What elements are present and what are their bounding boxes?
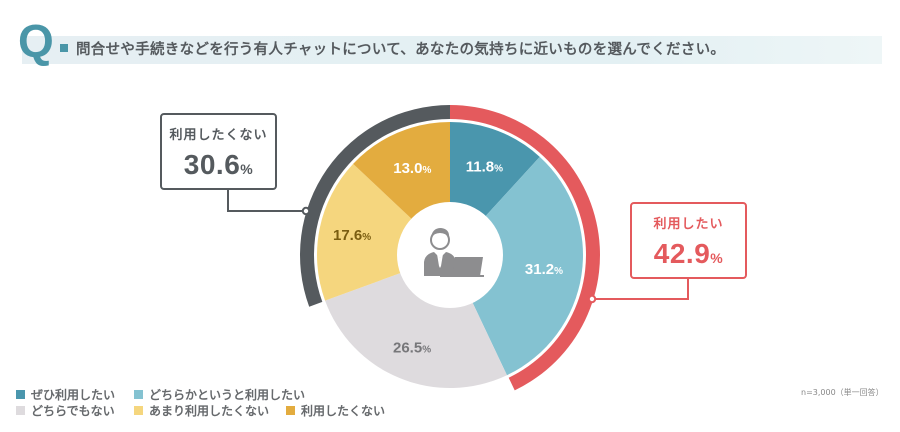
outer-arcs bbox=[300, 105, 600, 391]
connector-negative-dot bbox=[301, 206, 311, 216]
legend-label: ぜひ利用したい bbox=[31, 387, 116, 402]
legend-item-neutral: どちらでもない bbox=[16, 402, 115, 418]
legend-item-dont-want: 利用したくない bbox=[286, 402, 385, 418]
slice-somewhat-want bbox=[450, 156, 583, 376]
legend-label: どちらでもない bbox=[31, 403, 115, 418]
legend-swatch bbox=[16, 389, 25, 399]
legend-item-rather-not: あまり利用したくない bbox=[134, 402, 269, 418]
slice-somewhat-want-label: 31.2% bbox=[525, 261, 563, 278]
callout-negative-value: 30.6 bbox=[183, 149, 241, 180]
legend-label: あまり利用したくない bbox=[149, 403, 270, 418]
person-at-laptop-icon bbox=[424, 228, 484, 277]
connector-positive bbox=[592, 279, 689, 300]
callout-positive-unit: % bbox=[710, 250, 724, 266]
legend-swatch bbox=[134, 405, 143, 415]
callout-positive-value: 42.9 bbox=[653, 238, 711, 269]
question-title: 問合せや手続きなどを行う有人チャットについて、あなたの気持ちに近いものを選んでく… bbox=[76, 42, 726, 58]
legend-item-somewhat-want: どちらかというと利用したい bbox=[134, 386, 305, 402]
callout-negative-label: 利用したくない bbox=[169, 128, 268, 143]
legend-swatch bbox=[16, 405, 25, 415]
slice-labels: 11.8% 31.2% 26.5% 17.6% 13.0% bbox=[333, 158, 563, 356]
callout-positive: 利用したい 42.9% bbox=[630, 202, 747, 279]
legend-item-strongly-want: ぜひ利用したい bbox=[16, 386, 115, 402]
callout-negative-unit: % bbox=[240, 161, 254, 177]
legend-swatch bbox=[134, 389, 143, 399]
slice-dont-want-label: 13.0% bbox=[393, 160, 431, 177]
slice-rather-not-label: 17.6% bbox=[333, 227, 371, 244]
legend-swatch bbox=[286, 405, 295, 415]
callout-negative: 利用したくない 30.6% bbox=[160, 113, 277, 190]
outer-arc-negative bbox=[300, 105, 450, 307]
connector-negative bbox=[227, 190, 306, 212]
q-dot-icon bbox=[60, 44, 68, 52]
callout-positive-label: 利用したい bbox=[653, 217, 724, 232]
callout-connectors bbox=[227, 190, 689, 304]
legend-label: どちらかというと利用したい bbox=[149, 387, 306, 402]
question-banner bbox=[22, 36, 882, 64]
sample-size-note: n=3,000（単一回答） bbox=[801, 388, 884, 397]
legend-label: 利用したくない bbox=[301, 403, 386, 418]
outer-arc-positive bbox=[450, 105, 600, 391]
q-mark: Q bbox=[18, 15, 54, 67]
connector-positive-dot bbox=[587, 294, 597, 304]
slice-neutral-label: 26.5% bbox=[393, 340, 431, 357]
slice-strongly-want-label: 11.8% bbox=[466, 158, 503, 175]
